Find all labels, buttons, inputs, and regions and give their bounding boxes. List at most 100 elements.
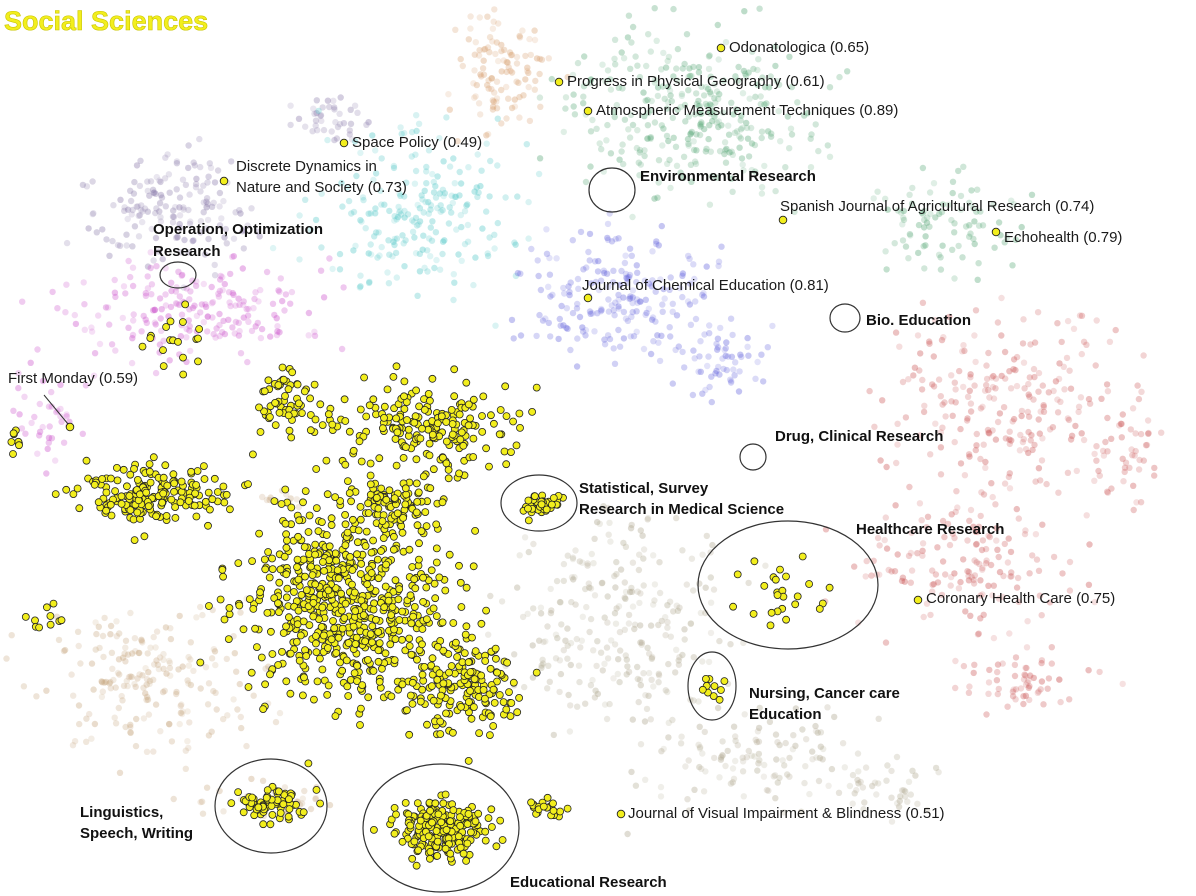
background-point-1959 xyxy=(611,610,619,617)
background-point-1198 xyxy=(620,308,628,316)
background-point-1863 xyxy=(1144,417,1152,424)
background-point-1039 xyxy=(413,112,420,119)
background-point-1793 xyxy=(916,500,924,507)
background-point-2110 xyxy=(574,703,581,710)
background-point-2597 xyxy=(263,496,271,504)
background-point-1927 xyxy=(1012,686,1020,693)
background-point-2365 xyxy=(205,680,213,687)
background-point-1856 xyxy=(1121,468,1128,476)
highlight-point-1693 xyxy=(531,492,539,501)
background-point-139 xyxy=(697,121,704,128)
background-point-1703 xyxy=(868,572,875,579)
background-point-1365 xyxy=(558,302,565,310)
background-point-2121 xyxy=(521,534,529,541)
journal-label-first-monday: First Monday (0.59) xyxy=(8,370,138,387)
background-point-996 xyxy=(429,170,436,178)
background-point-994 xyxy=(401,263,408,270)
highlight-point-1744 xyxy=(194,357,202,366)
background-point-1459 xyxy=(1078,350,1086,358)
background-point-1585 xyxy=(1043,480,1050,488)
background-point-1814 xyxy=(1085,581,1093,588)
background-point-2176 xyxy=(584,562,591,569)
background-point-660 xyxy=(152,209,159,217)
highlight-point-180 xyxy=(462,583,471,592)
background-point-1729 xyxy=(1055,489,1062,496)
background-point-499 xyxy=(921,216,928,224)
background-point-1085 xyxy=(512,241,519,248)
highlight-point-1640 xyxy=(285,805,294,813)
background-point-261 xyxy=(815,147,822,155)
highlight-point-956 xyxy=(356,405,365,414)
background-point-992 xyxy=(427,202,435,209)
background-point-1594 xyxy=(982,464,989,471)
highlight-point-694 xyxy=(351,607,360,615)
background-point-336 xyxy=(641,152,648,160)
highlight-point-1112 xyxy=(265,413,274,421)
background-point-1613 xyxy=(1045,389,1053,396)
background-point-435 xyxy=(951,229,958,236)
background-point-368 xyxy=(696,131,704,139)
background-point-452 xyxy=(870,195,877,202)
background-point-501 xyxy=(899,221,906,228)
background-point-704 xyxy=(318,117,325,125)
background-point-318 xyxy=(693,100,701,108)
background-point-1780 xyxy=(957,578,964,586)
background-point-1171 xyxy=(391,217,398,224)
background-point-1794 xyxy=(1022,527,1029,534)
highlight-point-867 xyxy=(135,490,144,499)
background-point-1142 xyxy=(491,245,498,252)
background-point-2212 xyxy=(658,748,665,755)
background-point-196 xyxy=(733,106,740,113)
background-point-940 xyxy=(28,419,35,427)
highlight-point-1264 xyxy=(486,664,495,673)
background-point-901 xyxy=(311,328,318,335)
background-point-1263 xyxy=(560,284,567,292)
background-point-1834 xyxy=(1091,450,1098,458)
background-point-2326 xyxy=(896,797,903,805)
background-point-1801 xyxy=(898,577,906,585)
highlight-point-126 xyxy=(369,605,378,614)
highlight-point-1172 xyxy=(331,493,340,502)
background-point-1466 xyxy=(918,386,926,393)
background-point-1915 xyxy=(1048,660,1056,667)
background-point-1134 xyxy=(470,281,477,289)
highlight-point-1603 xyxy=(268,811,277,819)
highlight-point-967 xyxy=(404,425,413,434)
background-point-664 xyxy=(158,194,166,201)
highlight-point-1500 xyxy=(401,799,410,807)
background-point-1531 xyxy=(972,358,979,366)
background-point-1070 xyxy=(421,264,428,271)
background-point-2447 xyxy=(109,665,116,672)
background-point-703 xyxy=(311,110,318,118)
background-point-1212 xyxy=(626,245,634,252)
highlight-point-539 xyxy=(391,635,400,643)
background-point-610 xyxy=(127,187,134,194)
background-point-1824 xyxy=(1095,467,1102,475)
highlight-point-675 xyxy=(432,544,441,553)
background-point-976 xyxy=(419,246,426,253)
background-point-422 xyxy=(625,126,632,133)
background-point-327 xyxy=(754,66,761,74)
highlight-point-373 xyxy=(356,570,365,578)
background-point-1851 xyxy=(1135,466,1143,473)
background-point-2108 xyxy=(631,621,639,628)
background-point-594 xyxy=(230,235,238,242)
background-point-2098 xyxy=(667,633,674,640)
background-point-492 xyxy=(962,223,970,230)
background-point-2466 xyxy=(230,696,237,703)
background-point-2268 xyxy=(755,724,763,732)
background-point-2315 xyxy=(857,778,864,786)
background-point-334 xyxy=(637,161,644,168)
highlight-point-1127 xyxy=(311,415,320,424)
background-point-1146 xyxy=(434,173,441,180)
background-point-1673 xyxy=(883,463,890,471)
background-point-256 xyxy=(744,135,752,142)
background-point-1789 xyxy=(947,582,954,589)
highlight-point-1358 xyxy=(408,700,417,708)
background-point-456 xyxy=(937,266,945,273)
background-point-1390 xyxy=(769,322,776,330)
background-point-145 xyxy=(647,107,654,114)
background-point-1456 xyxy=(986,430,993,437)
highlight-point-646 xyxy=(312,465,321,473)
background-point-1942 xyxy=(617,566,625,573)
